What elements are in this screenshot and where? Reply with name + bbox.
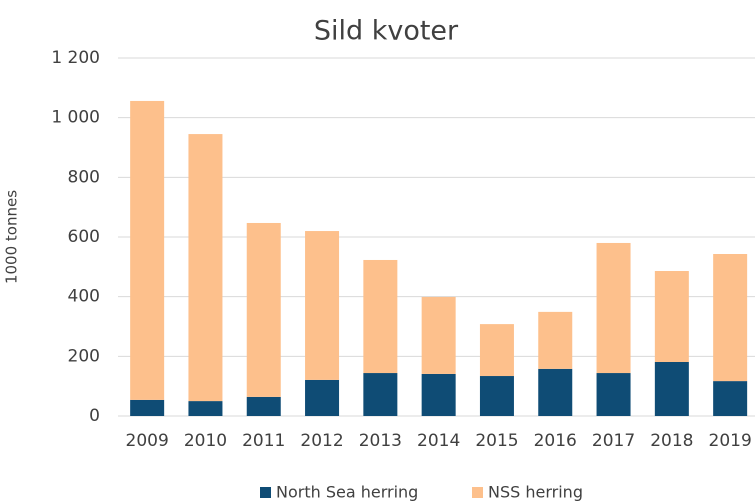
bar-segment bbox=[305, 231, 340, 380]
y-tick-label: 800 bbox=[68, 167, 100, 187]
bar-segment bbox=[538, 311, 573, 369]
bar-segment bbox=[421, 296, 456, 374]
bar-segment bbox=[188, 134, 223, 402]
bar-segment bbox=[596, 242, 631, 374]
x-tick-label: 2016 bbox=[534, 431, 577, 451]
bar-segment bbox=[363, 373, 398, 416]
bar-segment bbox=[713, 254, 748, 382]
bar-segment bbox=[130, 100, 165, 400]
x-tick-label: 2011 bbox=[242, 431, 285, 451]
bar-segment bbox=[130, 399, 165, 416]
x-tick-label: 2013 bbox=[359, 431, 402, 451]
y-tick-label: 1 000 bbox=[51, 108, 100, 128]
y-tick-label: 600 bbox=[68, 227, 100, 247]
bar-segment bbox=[305, 379, 340, 416]
x-tick-label: 2010 bbox=[184, 431, 227, 451]
bar-segment bbox=[479, 324, 514, 377]
bar-segment bbox=[479, 376, 514, 416]
chart-title: Sild kvoter bbox=[314, 16, 459, 47]
bar-segment bbox=[246, 396, 281, 416]
bar-segment bbox=[246, 222, 281, 397]
x-tick-label: 2018 bbox=[650, 431, 693, 451]
bar-segment bbox=[596, 373, 631, 416]
bar-segment bbox=[654, 362, 689, 416]
y-tick-label: 200 bbox=[68, 346, 100, 366]
y-tick-label: 1 200 bbox=[51, 48, 100, 68]
bar-segment bbox=[421, 373, 456, 416]
bar-segment bbox=[363, 259, 398, 374]
y-axis-label: 1000 tonnes bbox=[3, 190, 21, 284]
x-tick-label: 2019 bbox=[709, 431, 752, 451]
y-tick-label: 400 bbox=[68, 287, 100, 307]
legend-swatch bbox=[472, 487, 483, 498]
bar-segment bbox=[654, 271, 689, 363]
x-tick-label: 2014 bbox=[417, 431, 460, 451]
x-tick-label: 2015 bbox=[475, 431, 518, 451]
bar-segment bbox=[538, 368, 573, 416]
y-tick-label: 0 bbox=[89, 406, 100, 426]
legend-swatch bbox=[260, 487, 271, 498]
x-tick-label: 2017 bbox=[592, 431, 635, 451]
bar-segment bbox=[713, 381, 748, 416]
x-tick-label: 2012 bbox=[300, 431, 343, 451]
bar-segment bbox=[188, 401, 223, 416]
legend-label: NSS herring bbox=[488, 483, 583, 502]
legend-label: North Sea herring bbox=[276, 483, 418, 502]
x-tick-label: 2009 bbox=[126, 431, 169, 451]
